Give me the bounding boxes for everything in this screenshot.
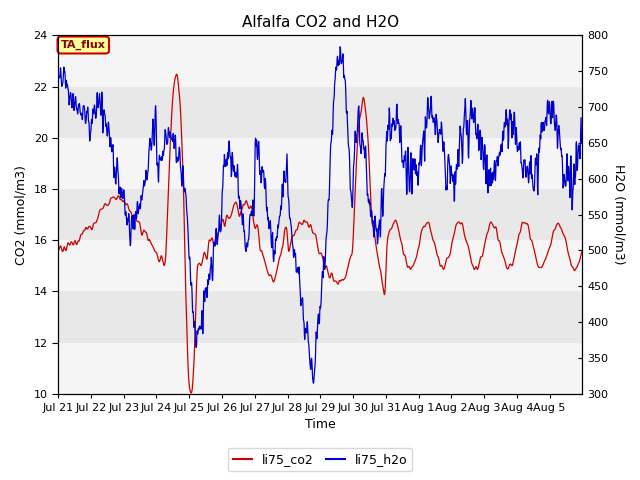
- Legend: li75_co2, li75_h2o: li75_co2, li75_h2o: [228, 448, 412, 471]
- Bar: [58, 240, 582, 291]
- Bar: [58, 36, 582, 86]
- Y-axis label: CO2 (mmol/m3): CO2 (mmol/m3): [15, 165, 28, 264]
- Bar: [58, 343, 582, 394]
- Text: TA_flux: TA_flux: [61, 40, 106, 50]
- X-axis label: Time: Time: [305, 419, 335, 432]
- Y-axis label: H2O (mmol/m3): H2O (mmol/m3): [612, 164, 625, 265]
- Bar: [58, 138, 582, 189]
- Title: Alfalfa CO2 and H2O: Alfalfa CO2 and H2O: [242, 15, 399, 30]
